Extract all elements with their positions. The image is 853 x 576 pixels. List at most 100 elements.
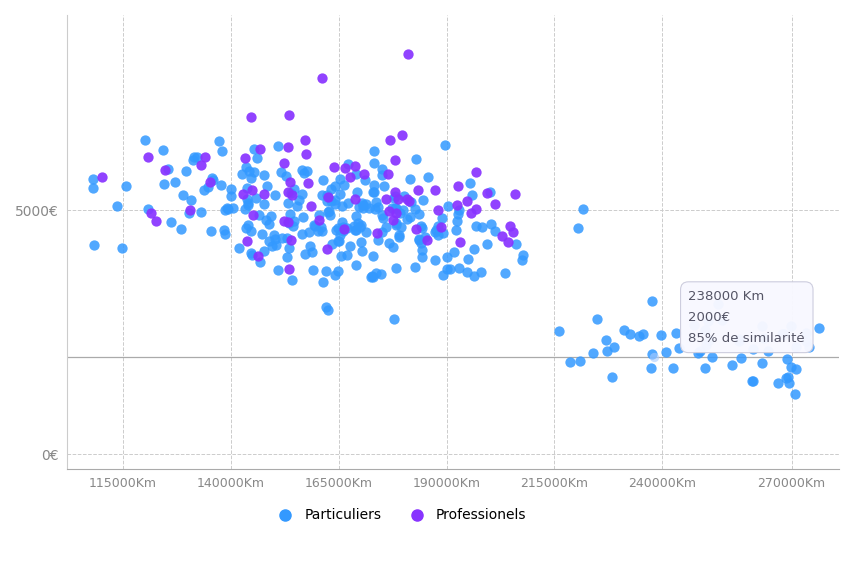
Point: [328, 270, 342, 279]
Point: [415, 223, 428, 233]
Point: [319, 245, 333, 254]
Point: [307, 220, 321, 229]
Point: [396, 206, 409, 215]
Point: [334, 190, 347, 199]
Point: [305, 248, 319, 257]
Point: [322, 207, 335, 217]
Point: [381, 207, 395, 216]
Point: [296, 213, 310, 222]
Point: [411, 185, 425, 195]
Point: [389, 219, 403, 228]
Point: [318, 266, 332, 275]
Point: [571, 223, 584, 233]
Point: [204, 226, 218, 235]
Point: [244, 226, 258, 236]
Point: [281, 198, 294, 207]
Point: [270, 266, 284, 275]
Point: [220, 203, 234, 213]
Point: [262, 237, 276, 246]
Point: [264, 241, 278, 250]
Point: [322, 210, 336, 219]
Point: [599, 335, 612, 344]
Point: [299, 150, 313, 159]
Point: [411, 234, 425, 244]
Point: [366, 251, 380, 260]
Point: [643, 363, 657, 373]
Point: [355, 246, 368, 255]
Point: [428, 185, 442, 194]
Point: [516, 251, 530, 260]
Point: [198, 153, 212, 162]
Point: [474, 267, 488, 276]
Point: [289, 201, 303, 210]
Point: [280, 234, 293, 243]
Point: [412, 209, 426, 218]
Point: [394, 222, 408, 232]
Point: [646, 352, 659, 361]
Point: [671, 343, 685, 353]
Point: [415, 196, 429, 205]
Point: [353, 222, 367, 232]
Point: [746, 344, 759, 354]
Point: [293, 195, 306, 204]
Point: [281, 110, 295, 119]
Point: [776, 329, 790, 338]
Point: [183, 195, 197, 204]
Point: [294, 165, 308, 175]
Point: [487, 199, 501, 209]
Point: [440, 264, 454, 274]
Point: [446, 248, 460, 257]
Point: [214, 180, 228, 190]
Point: [731, 336, 745, 346]
Point: [349, 169, 363, 179]
Point: [241, 198, 255, 207]
Point: [467, 244, 480, 253]
Point: [331, 224, 345, 233]
Point: [257, 170, 270, 180]
Point: [356, 203, 369, 213]
Point: [341, 159, 355, 168]
Point: [787, 389, 801, 398]
Point: [429, 225, 443, 234]
Point: [487, 226, 501, 236]
Point: [240, 237, 253, 246]
Point: [337, 180, 351, 189]
Point: [355, 198, 368, 207]
Point: [321, 306, 334, 315]
Point: [212, 137, 225, 146]
Point: [415, 253, 428, 262]
Point: [375, 213, 389, 222]
Point: [357, 170, 370, 179]
Point: [622, 329, 635, 339]
Point: [268, 235, 281, 244]
Point: [755, 358, 769, 367]
Point: [244, 248, 258, 257]
Point: [811, 323, 825, 332]
Point: [798, 336, 812, 345]
Point: [223, 184, 237, 194]
Point: [746, 377, 759, 386]
Point: [298, 249, 311, 258]
Point: [87, 241, 101, 250]
Point: [303, 241, 316, 251]
Point: [316, 176, 330, 185]
Point: [665, 363, 679, 373]
Point: [409, 225, 422, 234]
Point: [698, 363, 711, 373]
Point: [250, 153, 264, 162]
Point: [645, 297, 659, 306]
Point: [369, 229, 383, 238]
Point: [693, 347, 706, 356]
Point: [393, 209, 407, 218]
Point: [467, 271, 480, 281]
Point: [253, 145, 267, 154]
Point: [775, 329, 789, 338]
Point: [392, 233, 405, 242]
Point: [335, 226, 349, 235]
Point: [270, 142, 284, 151]
Point: [501, 238, 514, 247]
Point: [160, 164, 174, 173]
Point: [196, 185, 210, 194]
Point: [711, 299, 724, 308]
Point: [218, 206, 232, 215]
